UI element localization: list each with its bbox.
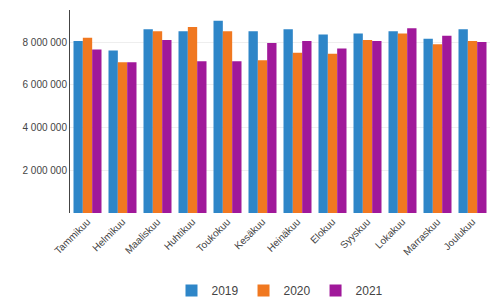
svg-text:2 000 000: 2 000 000	[23, 165, 68, 176]
svg-text:2019: 2019	[212, 284, 239, 298]
svg-text:Maaliskuu: Maaliskuu	[123, 216, 163, 256]
svg-text:Heinäkuu: Heinäkuu	[265, 216, 303, 254]
svg-text:2020: 2020	[284, 284, 311, 298]
svg-text:2021: 2021	[356, 284, 383, 298]
svg-text:Huhtikuu: Huhtikuu	[162, 216, 198, 252]
svg-text:Elokuu: Elokuu	[308, 216, 337, 245]
svg-text:Toukokuu: Toukokuu	[194, 216, 232, 254]
svg-text:6 000 000: 6 000 000	[23, 79, 68, 90]
svg-text:Marraskuu: Marraskuu	[401, 216, 442, 257]
svg-text:4 000 000: 4 000 000	[23, 122, 68, 133]
svg-text:8 000 000: 8 000 000	[23, 37, 68, 48]
svg-text:Helmikuu: Helmikuu	[90, 216, 127, 253]
svg-text:Syyskuu: Syyskuu	[338, 216, 373, 251]
svg-text:Kesäkuu: Kesäkuu	[232, 216, 267, 251]
svg-text:Lokakuu: Lokakuu	[373, 216, 408, 251]
svg-text:Tammikuu: Tammikuu	[52, 216, 92, 256]
svg-text:Joulukuu: Joulukuu	[441, 216, 477, 252]
